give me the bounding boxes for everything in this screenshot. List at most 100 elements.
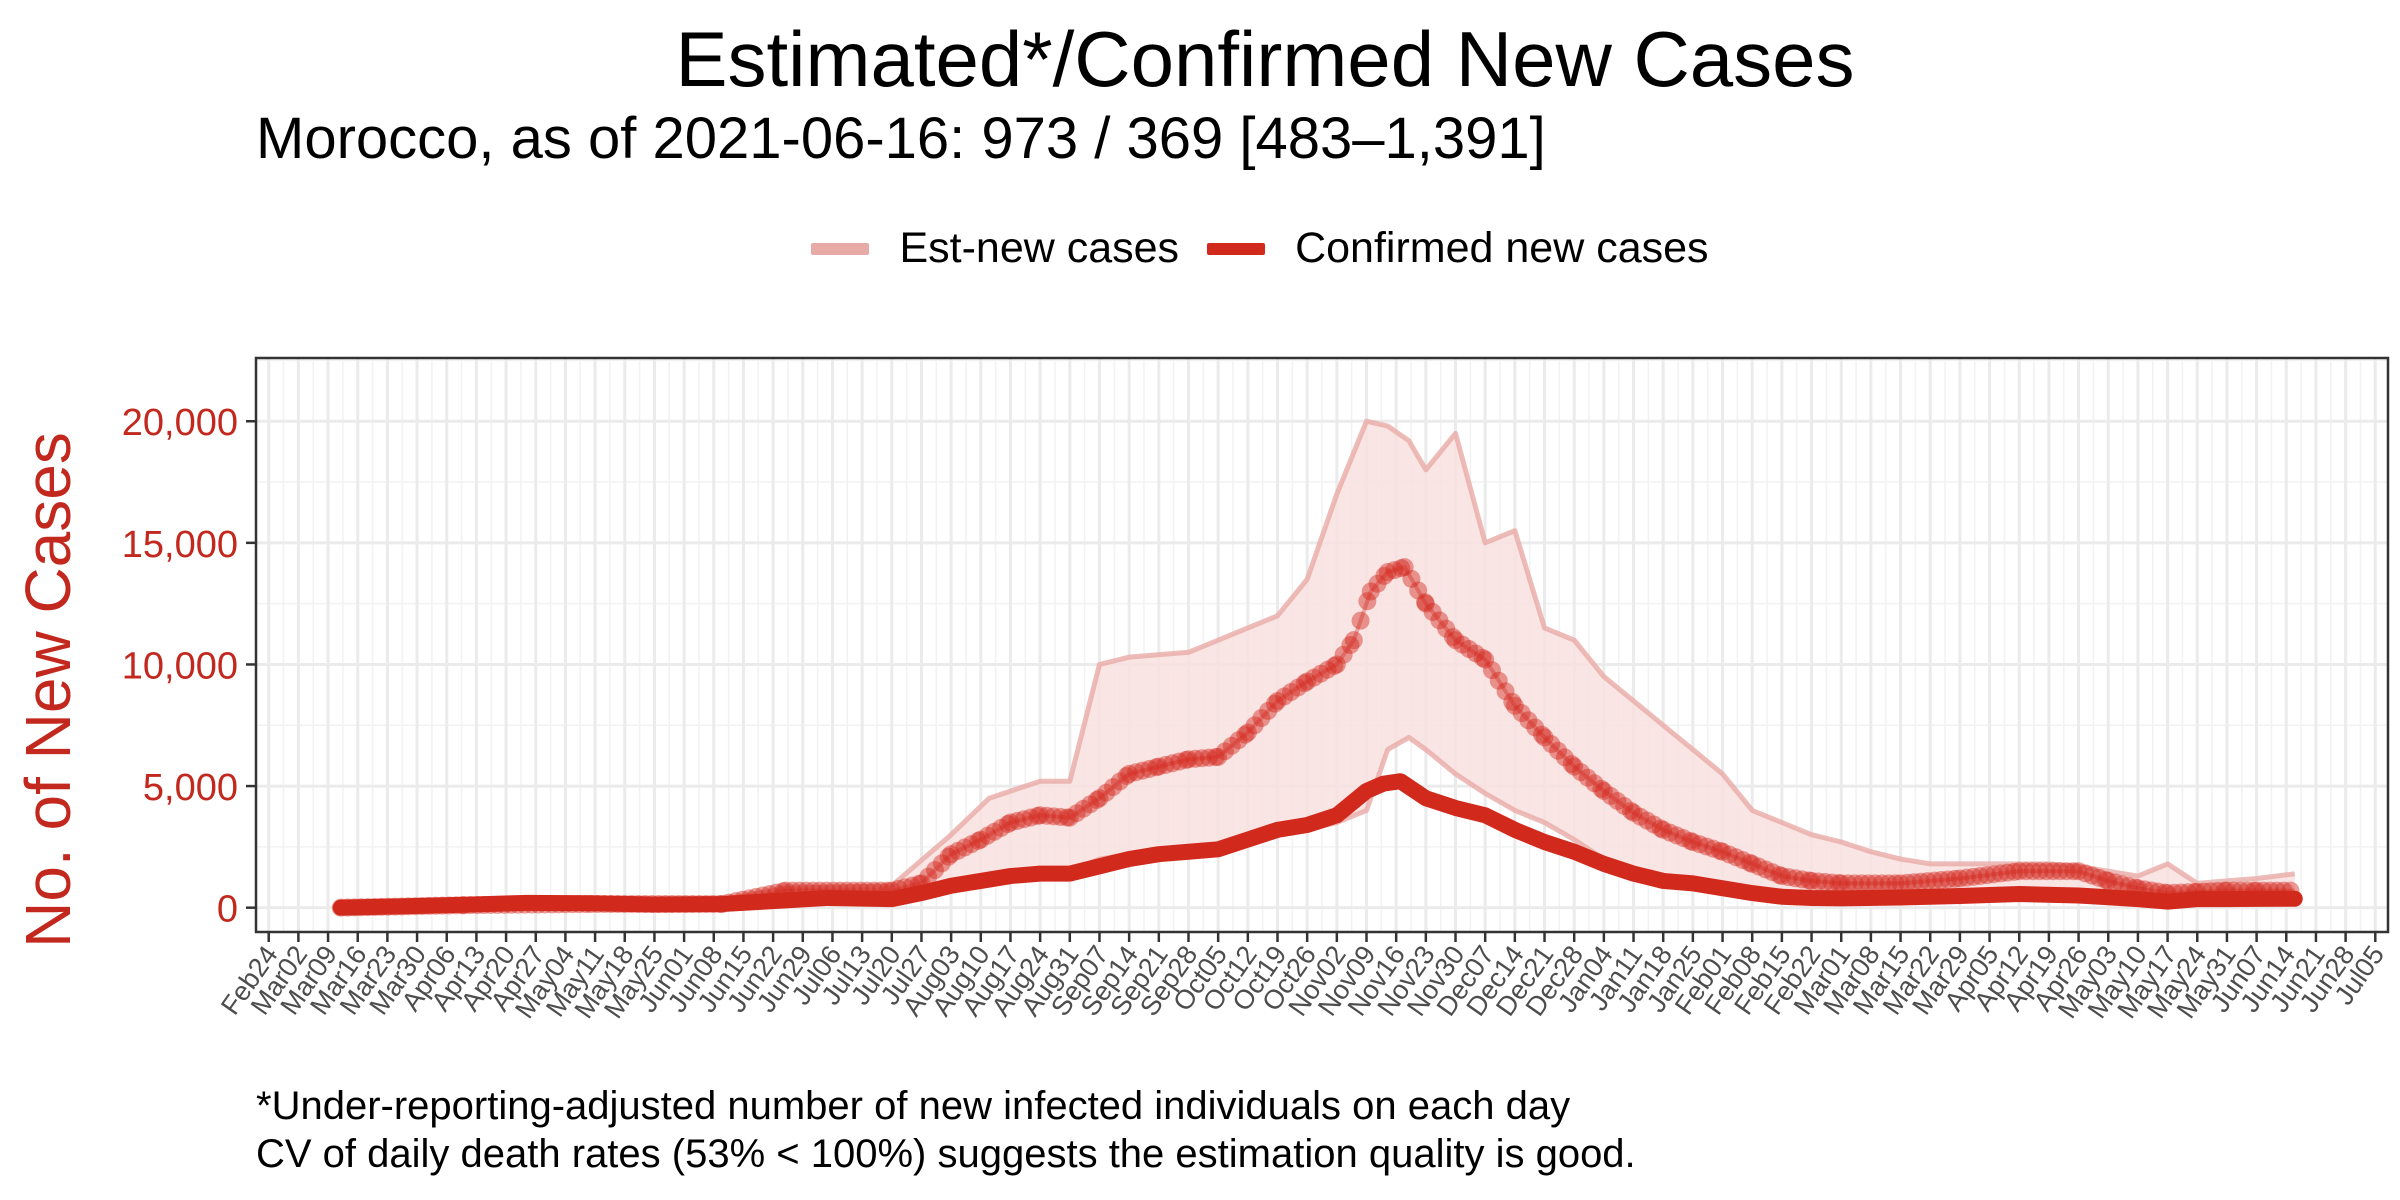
estimated-point	[998, 815, 1017, 834]
estimated-point	[971, 830, 990, 849]
estimated-point	[1275, 687, 1294, 706]
estimated-point	[1209, 747, 1228, 766]
estimated-point	[1466, 644, 1485, 663]
chart-title: Estimated*/Confirmed New Cases	[675, 15, 1855, 103]
estimated-point	[1879, 874, 1898, 893]
estimated-point	[1740, 853, 1759, 872]
estimated-band	[340, 421, 2295, 908]
estimated-point	[1555, 748, 1574, 767]
estimated-point	[1638, 811, 1657, 830]
estimated-point	[1193, 749, 1212, 768]
estimated-point	[1594, 781, 1613, 800]
estimated-point	[1395, 558, 1414, 577]
estimated-point	[1341, 636, 1360, 654]
estimated-point	[1786, 869, 1805, 888]
estimated-point	[1971, 866, 1990, 885]
estimated-point	[1733, 851, 1752, 870]
estimated-point	[1416, 594, 1435, 613]
estimated-point	[1512, 704, 1531, 723]
estimated-point	[1044, 807, 1063, 826]
estimated-point	[1720, 845, 1739, 864]
legend-label-estimated: Est-new cases	[899, 224, 1180, 272]
estimated-point	[1549, 741, 1568, 760]
estimated-point	[985, 822, 1004, 841]
estimated-point	[1295, 674, 1314, 693]
estimated-point	[1147, 758, 1166, 777]
estimated-point	[2023, 862, 2042, 881]
chart-subtitle: Morocco, as of 2021-06-16: 973 / 369 [48…	[256, 106, 1546, 171]
y-tick-label: 20,000	[122, 402, 238, 444]
estimated-point	[969, 831, 988, 850]
estimated-point	[1779, 868, 1798, 887]
estimated-point	[1957, 868, 1976, 887]
estimated-point	[1344, 631, 1363, 650]
y-tick-label: 0	[217, 889, 238, 931]
estimated-point	[1704, 839, 1723, 858]
estimated-point	[1304, 668, 1323, 687]
estimated-point	[1229, 731, 1248, 750]
estimated-point	[1327, 655, 1346, 674]
estimated-point	[1793, 870, 1812, 889]
estimated-point	[2037, 862, 2056, 881]
estimated-point	[1351, 611, 1370, 630]
estimated-point	[1176, 750, 1195, 769]
estimated-point	[1624, 803, 1643, 822]
estimated-point	[1519, 711, 1538, 730]
estimated-point	[1749, 857, 1768, 876]
estimated-point	[1872, 874, 1891, 893]
estimated-point	[1170, 752, 1189, 771]
estimated-point	[2017, 862, 2036, 881]
estimated-point	[1378, 563, 1397, 582]
estimated-point	[1222, 736, 1241, 755]
estimated-point	[1001, 813, 1020, 832]
estimated-point	[1409, 581, 1428, 600]
estimated-point	[1592, 779, 1611, 798]
estimated-point	[1905, 873, 1924, 892]
estimated-point	[1651, 819, 1670, 838]
estimated-point	[1578, 768, 1597, 787]
estimated-point	[2083, 866, 2102, 885]
estimated-point	[1998, 863, 2017, 882]
estimated-point	[1245, 716, 1264, 735]
estimated-point	[1542, 735, 1561, 754]
estimated-point	[1770, 866, 1789, 885]
estimated-point	[1727, 848, 1746, 867]
estimated-point	[1104, 778, 1123, 797]
estimated-point	[1631, 807, 1650, 826]
estimated-point	[2076, 864, 2095, 883]
estimated-point	[1964, 867, 1983, 886]
estimated-point	[1037, 806, 1056, 825]
estimated-point	[1437, 619, 1456, 638]
estimated-point	[992, 818, 1011, 837]
estimated-point	[1621, 801, 1640, 820]
estimated-point	[1097, 783, 1116, 802]
estimated-point	[1822, 873, 1841, 892]
estimated-point	[1852, 874, 1871, 893]
estimated-point	[1385, 561, 1404, 580]
estimated-point	[1415, 593, 1434, 612]
estimated-point	[1423, 602, 1442, 621]
estimated-point	[1199, 748, 1218, 767]
estimated-point	[932, 854, 951, 873]
estimated-point	[2057, 862, 2076, 881]
estimated-point	[948, 841, 967, 860]
estimated-point	[1571, 763, 1590, 782]
estimated-point	[1060, 808, 1079, 827]
estimated-point	[1325, 656, 1344, 675]
estimated-point	[1334, 645, 1353, 664]
estimated-point	[1110, 772, 1129, 791]
estimated-point	[1984, 865, 2003, 884]
estimated-point	[1697, 837, 1716, 856]
estimated-point	[1644, 815, 1663, 834]
estimated-point	[1939, 870, 1958, 889]
estimated-point	[1179, 750, 1198, 769]
estimated-point	[1236, 725, 1255, 744]
estimated-point	[1660, 823, 1679, 842]
estimated-point	[1443, 628, 1462, 647]
estimated-point	[1074, 799, 1093, 818]
estimated-point	[1532, 725, 1551, 744]
estimated-point	[1090, 789, 1109, 808]
estimated-point	[1311, 664, 1330, 683]
estimated-point	[1288, 678, 1307, 697]
